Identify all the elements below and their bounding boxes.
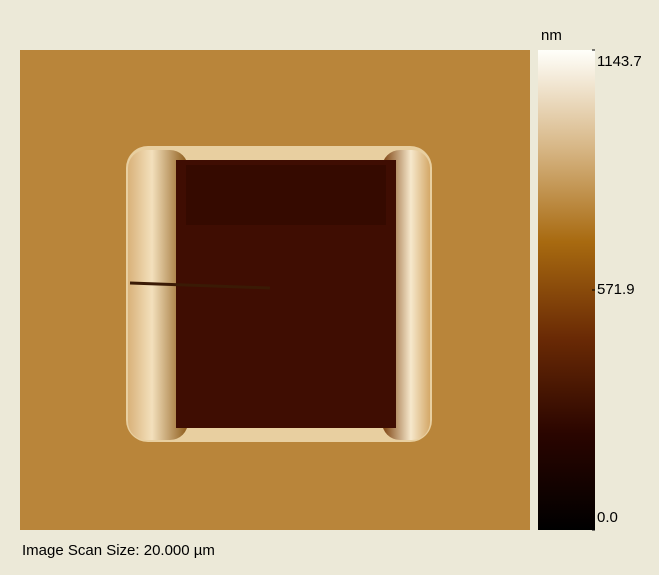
scan-size: Image Scan Size: 20.000 µm (22, 542, 215, 559)
colorbar (538, 50, 595, 530)
page: {"colorbar": {"unit": "nm", "ticks": [{"… (0, 0, 659, 575)
pit-shadow (186, 165, 386, 225)
colorbar-tick-label: 1143.7 (597, 53, 642, 70)
colorbar-tick-label: 571.9 (597, 281, 635, 298)
colorbar-tick-label: 0.0 (597, 509, 618, 526)
colorbar-unit: nm (541, 27, 562, 44)
afm-view: nm Image Scan Size: 20.000 µm 0.0 571.9 11… (0, 0, 659, 575)
